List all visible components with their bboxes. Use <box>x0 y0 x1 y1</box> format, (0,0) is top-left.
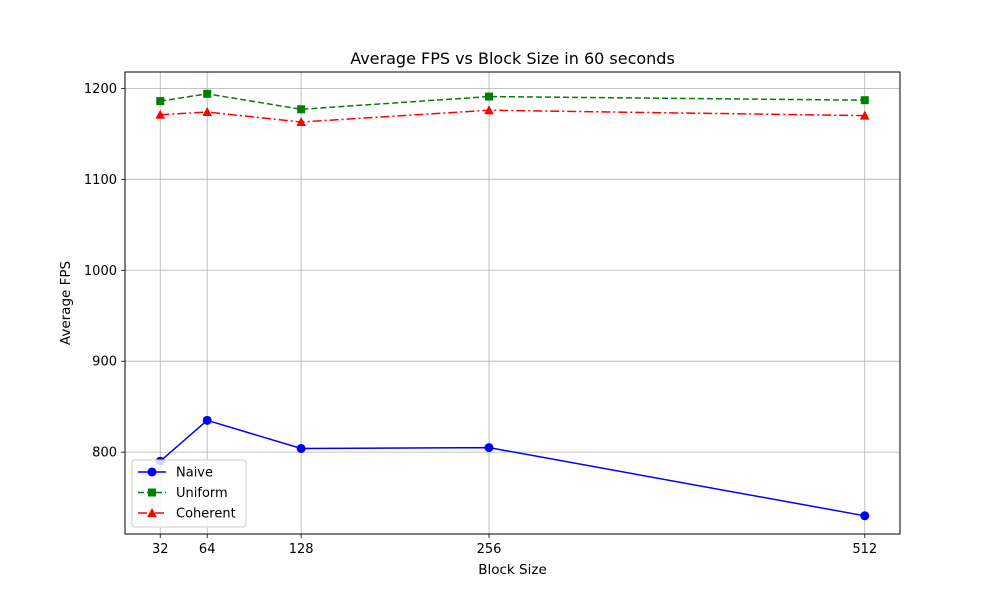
legend-item-coherent: Coherent <box>138 507 236 522</box>
series-coherent <box>155 105 870 127</box>
data-point-uniform <box>860 96 869 105</box>
data-point-naive <box>484 443 494 453</box>
data-point-uniform <box>156 97 165 106</box>
data-point-coherent <box>296 117 306 127</box>
series-naive <box>155 415 870 521</box>
series-line-naive <box>159 419 865 517</box>
data-point-uniform <box>485 92 494 101</box>
series-line-uniform <box>160 93 865 111</box>
data-point-coherent <box>155 109 166 119</box>
legend-item-naive: Naive <box>138 466 213 481</box>
data-point-uniform <box>203 89 212 98</box>
chart-title: Average FPS vs Block Size in 60 seconds <box>350 49 675 68</box>
legend-box <box>131 459 247 528</box>
x-axis-label: Block Size <box>478 562 547 578</box>
series-uniform <box>156 89 869 114</box>
x-tick-label: 64 <box>199 542 216 557</box>
legend-label: Coherent <box>176 507 236 522</box>
y-tick-label: 1200 <box>84 82 117 97</box>
data-point-naive <box>202 415 212 425</box>
legend: Naive Uniform Coherent <box>131 459 247 528</box>
legend-marker <box>147 508 157 517</box>
data-point-coherent <box>202 107 212 117</box>
x-tick-label: 512 <box>852 542 877 557</box>
y-tick-label: 1100 <box>84 173 117 188</box>
y-tick-label: 800 <box>92 446 117 461</box>
x-tick-label: 32 <box>152 542 169 557</box>
data-point-coherent <box>484 105 494 115</box>
legend-marker <box>147 467 157 477</box>
plot-frame <box>124 71 901 535</box>
ticks: 32 64 128 256 512 800 900 1000 1100 1200 <box>84 82 877 557</box>
data-point-naive <box>296 444 306 454</box>
y-tick-label: 1000 <box>84 264 117 279</box>
legend-label: Naive <box>176 466 213 481</box>
legend-marker <box>148 488 156 497</box>
x-tick-label: 128 <box>289 542 314 557</box>
x-tick-label: 256 <box>477 542 502 557</box>
legend-item-uniform: Uniform <box>138 486 228 501</box>
data-point-coherent <box>859 110 870 120</box>
legend-label: Uniform <box>176 486 228 501</box>
series-line-coherent <box>160 109 865 123</box>
data-point-naive <box>860 511 870 521</box>
data-point-uniform <box>297 105 306 114</box>
y-axis-label: Average FPS <box>58 261 74 345</box>
y-tick-label: 900 <box>92 355 117 370</box>
series-layer <box>155 89 870 521</box>
